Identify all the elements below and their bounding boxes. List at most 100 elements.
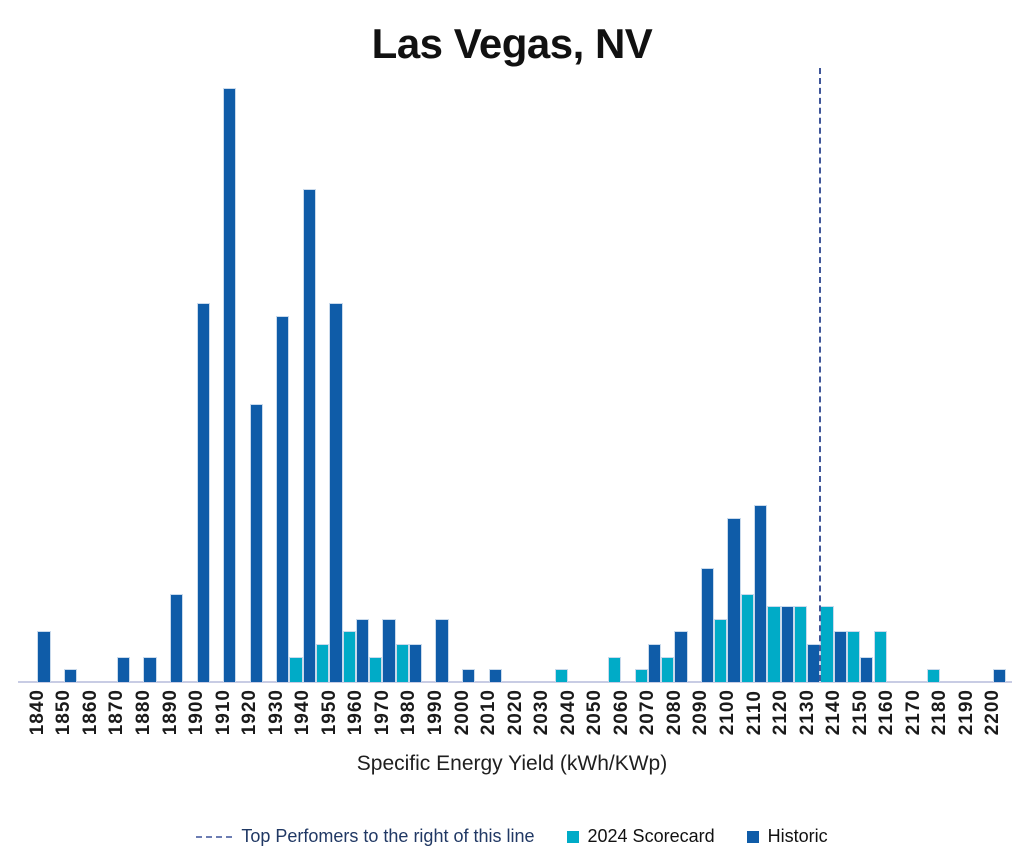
bar-historic-1910 xyxy=(223,88,237,682)
category-slot-1900 xyxy=(183,68,210,682)
x-tick-cell-1890: 1890 xyxy=(157,689,184,735)
historic-swatch-icon xyxy=(746,830,759,843)
x-tick-label-2190: 2190 xyxy=(955,689,977,736)
category-slot-2080 xyxy=(661,68,688,682)
bar-2024-scorecard-2150 xyxy=(846,631,861,682)
category-slot-1920 xyxy=(236,68,263,682)
category-slot-2160 xyxy=(873,68,901,682)
bar-historic-1840 xyxy=(37,631,51,682)
x-tick-label-2010: 2010 xyxy=(478,689,500,736)
x-tick-cell-2150: 2150 xyxy=(847,689,874,735)
bar-historic-2200 xyxy=(992,669,1007,682)
category-slot-1860 xyxy=(77,68,104,682)
bar-historic-1950 xyxy=(329,303,343,682)
x-tick-cell-1900: 1900 xyxy=(183,689,210,735)
bar-2024-scorecard-2160 xyxy=(873,631,887,682)
x-tick-cell-2000: 2000 xyxy=(449,689,476,735)
category-slot-2200 xyxy=(980,68,1007,682)
x-tick-cell-2160: 2160 xyxy=(874,689,901,735)
bar-historic-1980 xyxy=(408,644,423,682)
x-tick-cell-2030: 2030 xyxy=(528,689,555,735)
legend-item-historic: Historic xyxy=(746,826,828,847)
x-tick-cell-2050: 2050 xyxy=(581,689,608,735)
bar-2024-scorecard-2180 xyxy=(926,669,940,682)
bar-2024-scorecard-2040 xyxy=(554,669,569,682)
category-slot-2170 xyxy=(900,68,927,682)
bars-row xyxy=(24,68,1007,682)
x-axis-line xyxy=(18,681,1012,683)
x-tick-label-2040: 2040 xyxy=(557,689,579,736)
x-tick-cell-1910: 1910 xyxy=(210,689,237,735)
x-tick-label-2060: 2060 xyxy=(610,689,632,736)
x-tick-label-1970: 1970 xyxy=(371,689,393,736)
bar-historic-2110 xyxy=(754,505,768,682)
x-tick-cell-2020: 2020 xyxy=(502,689,529,735)
x-tick-label-1930: 1930 xyxy=(265,689,287,736)
legend-item-top-performers: Top Perfomers to the right of this line xyxy=(196,826,535,847)
x-tick-cell-2130: 2130 xyxy=(794,689,821,735)
bar-2024-scorecard-1950 xyxy=(316,644,330,682)
dashed-line-sample-icon xyxy=(196,835,233,838)
x-tick-label-1910: 1910 xyxy=(212,689,234,736)
bar-historic-2140 xyxy=(833,631,847,682)
x-tick-label-2150: 2150 xyxy=(849,689,871,736)
x-tick-label-2170: 2170 xyxy=(902,689,924,736)
chart-title: Las Vegas, NV xyxy=(371,20,653,67)
x-tick-cell-2170: 2170 xyxy=(900,689,927,735)
x-tick-label-1920: 1920 xyxy=(239,689,261,736)
bar-historic-1850 xyxy=(63,669,78,682)
bar-historic-1880 xyxy=(143,656,157,682)
x-tick-label-1880: 1880 xyxy=(132,689,154,736)
category-slot-2120 xyxy=(767,68,794,682)
category-slot-2020 xyxy=(502,68,529,682)
x-tick-label-1940: 1940 xyxy=(292,689,314,736)
category-slot-2040 xyxy=(554,68,582,682)
x-tick-label-2090: 2090 xyxy=(690,689,712,736)
x-tick-cell-2060: 2060 xyxy=(608,689,635,735)
x-tick-cell-2010: 2010 xyxy=(475,689,502,735)
bar-historic-2100 xyxy=(727,517,741,682)
x-tick-cell-2070: 2070 xyxy=(635,689,662,735)
legend-historic-label: Historic xyxy=(767,826,828,846)
category-slot-1940 xyxy=(289,68,316,682)
x-axis-title: Specific Energy Yield (kWh/KWp) xyxy=(356,752,668,775)
category-slot-2190 xyxy=(953,68,980,682)
legend-top-performers-label: Top Perfomers to the right of this line xyxy=(241,826,535,846)
bar-2024-scorecard-2120 xyxy=(767,606,781,682)
bar-2024-scorecard-2110 xyxy=(740,593,755,682)
x-tick-label-2100: 2100 xyxy=(716,689,738,736)
bar-historic-1890 xyxy=(170,593,184,682)
x-tick-cell-1970: 1970 xyxy=(369,689,396,735)
legend: Top Perfomers to the right of this line … xyxy=(0,826,1024,847)
category-slot-1970 xyxy=(369,68,396,682)
bar-historic-1990 xyxy=(435,618,449,682)
x-tick-label-2020: 2020 xyxy=(504,689,526,736)
bar-historic-1960 xyxy=(355,618,370,682)
x-tick-label-1840: 1840 xyxy=(26,689,48,736)
x-tick-cell-2040: 2040 xyxy=(555,689,582,735)
category-slot-1990 xyxy=(422,68,449,682)
x-tick-label-1900: 1900 xyxy=(186,689,208,736)
category-slot-1930 xyxy=(263,68,290,682)
x-tick-cell-1840: 1840 xyxy=(24,689,51,735)
category-slot-2060 xyxy=(608,68,635,682)
x-tick-label-1870: 1870 xyxy=(106,689,128,736)
category-slot-2100 xyxy=(714,68,741,682)
x-tick-cell-1990: 1990 xyxy=(422,689,449,735)
category-slot-2180 xyxy=(926,68,954,682)
x-tick-cell-1880: 1880 xyxy=(130,689,157,735)
category-slot-1960 xyxy=(342,68,370,682)
x-tick-label-2140: 2140 xyxy=(823,689,845,736)
bar-historic-2090 xyxy=(700,568,715,682)
x-tick-label-2080: 2080 xyxy=(663,689,685,736)
x-tick-cell-1960: 1960 xyxy=(343,689,370,735)
x-tick-label-2180: 2180 xyxy=(929,689,951,736)
x-tick-cell-2180: 2180 xyxy=(927,689,954,735)
x-tick-cell-2120: 2120 xyxy=(767,689,794,735)
bar-2024-scorecard-2100 xyxy=(714,618,728,682)
category-slot-2070 xyxy=(634,68,662,682)
bar-2024-scorecard-1940 xyxy=(289,656,303,682)
x-tick-cell-2080: 2080 xyxy=(661,689,688,735)
x-tick-label-2000: 2000 xyxy=(451,689,473,736)
